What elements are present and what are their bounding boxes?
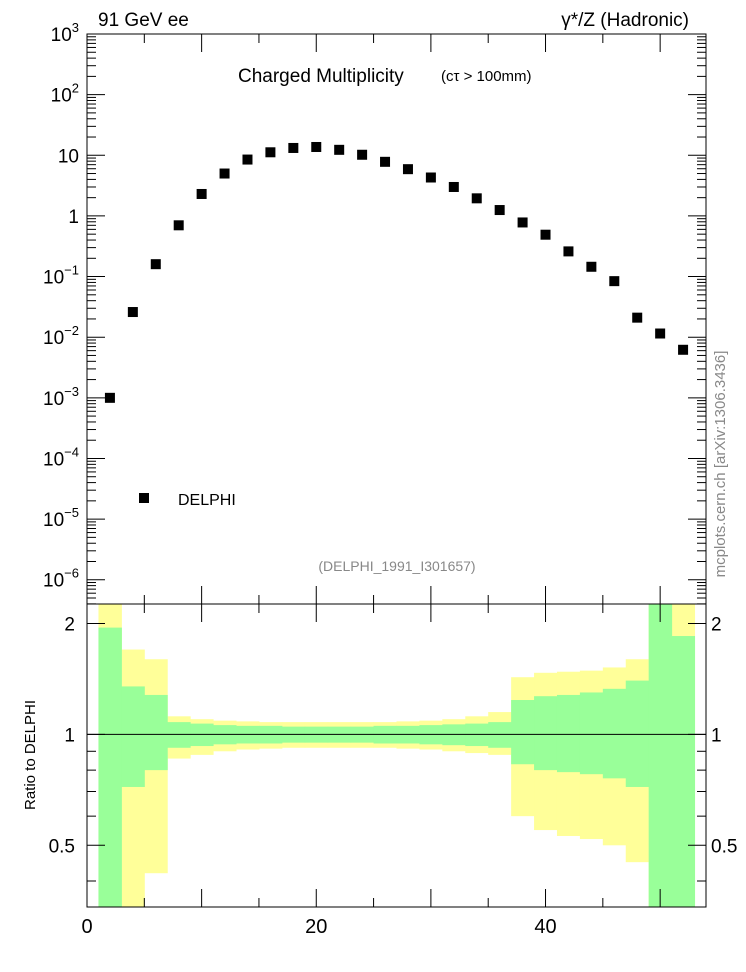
y-tick-label: 10−3 [43, 384, 79, 410]
data-point [402, 164, 413, 175]
data-point [586, 261, 597, 272]
ratio-inner-band [648, 604, 673, 907]
plot-title: Charged Multiplicity [238, 66, 404, 87]
x-tick-label: 20 [305, 916, 327, 938]
ratio-bands [98, 604, 696, 907]
y-tick-label: 10 [58, 146, 79, 167]
data-point [609, 276, 620, 287]
main-plot-frame [86, 33, 707, 605]
data-point [448, 181, 459, 192]
header-right: γ*/Z (Hadronic) [561, 10, 689, 31]
y-tick-label: 10−4 [43, 444, 79, 470]
data-point [242, 154, 253, 165]
ratio-y-tick-label: 2 [64, 615, 75, 636]
y-tick-label: 102 [51, 81, 79, 107]
x-tick-labels: 0 20 40 [81, 916, 556, 938]
header-left: 91 GeV ee [98, 10, 189, 31]
y-tick-label: 103 [51, 20, 79, 46]
data-point [173, 220, 184, 231]
y-tick-label: 10−1 [43, 263, 79, 289]
data-point [471, 193, 482, 204]
ratio-inner-band [121, 686, 145, 787]
ratio-axis-ticks [86, 604, 706, 907]
ratio-inner-band [579, 692, 604, 775]
ratio-y-tick-label: 0.5 [49, 836, 75, 857]
data-point [655, 328, 666, 339]
data-point [334, 144, 345, 155]
data-point [357, 149, 368, 160]
ratio-inner-band [144, 694, 168, 771]
legend-label: DELPHI [178, 492, 236, 509]
data-point [632, 312, 643, 323]
ratio-inner-band [167, 722, 191, 748]
ratio-tick-labels: 0.5 0.5 1 1 2 2 [49, 615, 738, 858]
ratio-y-axis-label: Ratio to DELPHI [22, 700, 39, 810]
ratio-y-tick-label-right: 0.5 [711, 836, 737, 857]
ratio-y-tick-label: 1 [64, 725, 75, 746]
legend: DELPHI [139, 492, 236, 509]
data-point [380, 156, 391, 167]
main-axis-ticks [86, 33, 706, 605]
data-point [517, 217, 528, 228]
data-points [104, 141, 689, 403]
ratio-inner-band [671, 636, 696, 907]
data-point [127, 307, 138, 318]
x-tick-label: 0 [81, 916, 92, 938]
data-point [311, 141, 322, 152]
data-point [563, 246, 574, 257]
data-point [494, 205, 505, 216]
x-tick-label: 40 [534, 916, 556, 938]
side-label: mcplots.cern.ch [arXiv:1306.3436] [712, 351, 729, 578]
data-point [678, 344, 689, 355]
ratio-inner-band [511, 700, 535, 765]
ratio-inner-band [534, 696, 558, 771]
y-tick-label: 10−6 [43, 566, 79, 592]
ratio-inner-band [556, 694, 581, 773]
data-point [196, 188, 207, 199]
data-point [150, 259, 161, 270]
plot-subtitle: (cτ > 100mm) [441, 68, 532, 85]
ratio-inner-band [625, 680, 650, 787]
ratio-y-tick-label-right: 2 [711, 615, 722, 636]
y-tick-label: 1 [68, 207, 79, 228]
ratio-inner-band [602, 688, 627, 779]
data-point [265, 147, 276, 158]
y-tick-label: 10−2 [43, 323, 79, 349]
data-point [540, 229, 551, 240]
data-point [219, 168, 230, 179]
ratio-plot-frame [86, 603, 707, 908]
legend-marker [139, 493, 149, 503]
data-point [104, 392, 115, 403]
y-tick-label: 10−5 [43, 505, 79, 531]
ratio-inner-band [488, 722, 512, 748]
analysis-label: (DELPHI_1991_I301657) [318, 558, 475, 574]
data-point [425, 172, 436, 183]
data-point [288, 142, 299, 153]
ratio-y-tick-label-right: 1 [711, 725, 722, 746]
ratio-plot: 0.5 0.5 1 1 2 2 0 20 40 Ratio to DELPHI [22, 603, 738, 938]
ratio-inner-band [98, 627, 122, 907]
